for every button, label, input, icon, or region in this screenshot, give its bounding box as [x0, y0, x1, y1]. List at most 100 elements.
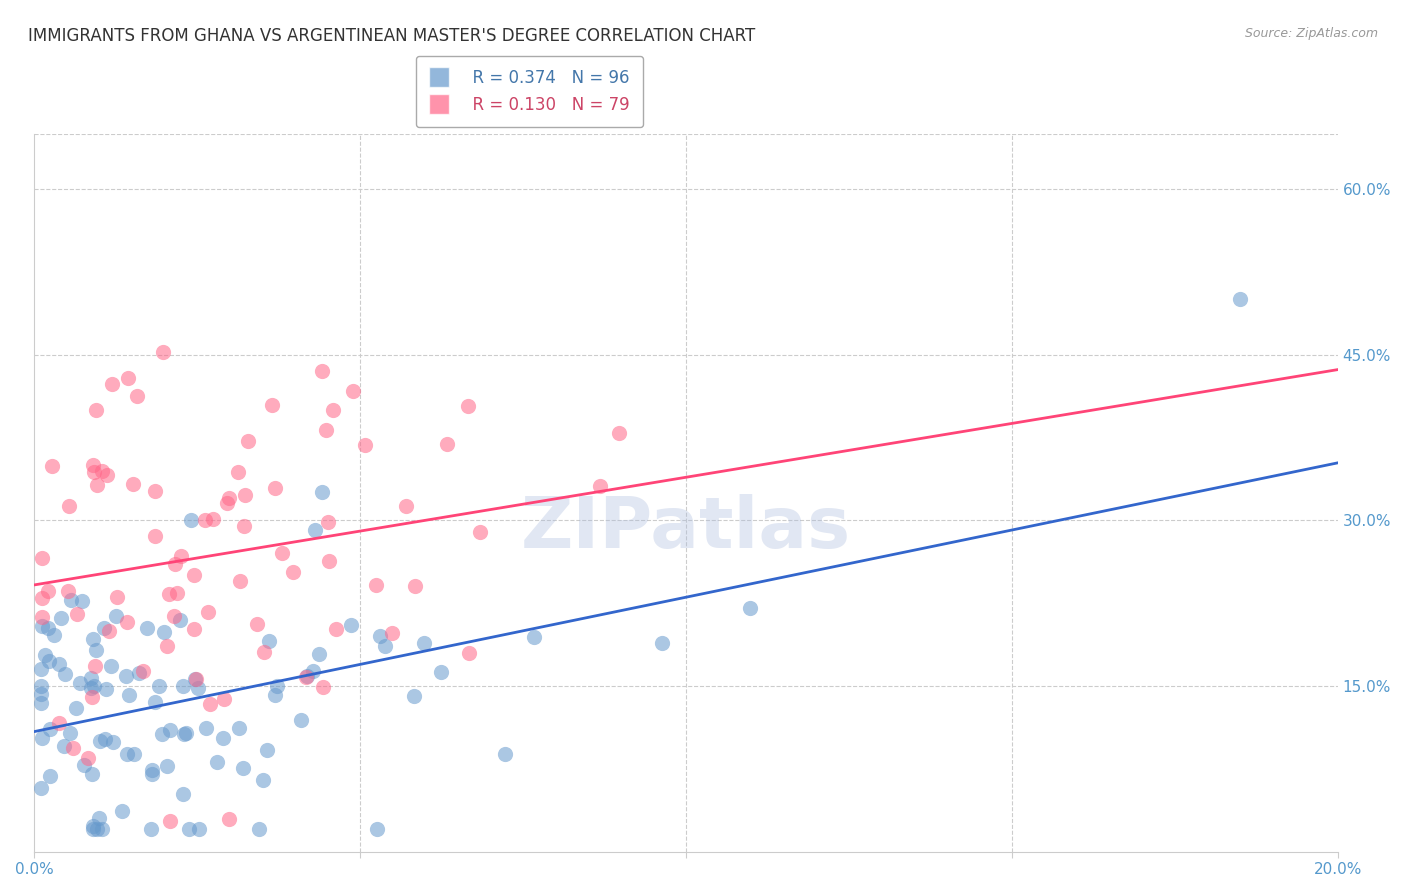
Argentineans [233, 488, 256, 502]
Immigrants from Ghana [30, 687, 52, 701]
Argentineans [325, 622, 347, 636]
Immigrants from Ghana [111, 804, 134, 818]
Argentineans [170, 549, 193, 564]
Argentineans [226, 465, 249, 479]
Immigrants from Ghana [266, 679, 288, 693]
Argentineans [56, 584, 79, 599]
Immigrants from Ghana [73, 758, 96, 772]
Argentineans [82, 458, 104, 472]
Immigrants from Ghana [79, 681, 101, 695]
Argentineans [37, 583, 59, 598]
Immigrants from Ghana [302, 664, 325, 678]
Immigrants from Ghana [263, 688, 285, 702]
Immigrants from Ghana [69, 675, 91, 690]
Argentineans [31, 591, 53, 605]
Immigrants from Ghana [308, 647, 330, 661]
Immigrants from Ghana [82, 822, 104, 837]
Immigrants from Ghana [83, 679, 105, 693]
Immigrants from Ghana [304, 523, 326, 537]
Argentineans [121, 476, 143, 491]
Immigrants from Ghana [152, 625, 174, 640]
Text: Source: ZipAtlas.com: Source: ZipAtlas.com [1244, 27, 1378, 40]
Argentineans [354, 438, 377, 452]
Immigrants from Ghana [187, 681, 209, 695]
Argentineans [98, 624, 121, 638]
Immigrants from Ghana [114, 668, 136, 682]
Text: ZIPatlas: ZIPatlas [522, 494, 851, 563]
Immigrants from Ghana [523, 630, 546, 644]
Immigrants from Ghana [174, 725, 197, 739]
Immigrants from Ghana [249, 822, 271, 837]
Immigrants from Ghana [651, 636, 673, 650]
Argentineans [395, 499, 418, 513]
Immigrants from Ghana [93, 621, 115, 635]
Argentineans [80, 690, 103, 705]
Immigrants from Ghana [366, 822, 388, 837]
Immigrants from Ghana [150, 727, 173, 741]
Argentineans [76, 751, 98, 765]
Argentineans [152, 344, 174, 359]
Immigrants from Ghana [91, 822, 114, 837]
Argentineans [157, 586, 180, 600]
Immigrants from Ghana [295, 669, 318, 683]
Argentineans [90, 464, 112, 478]
Immigrants from Ghana [211, 731, 233, 745]
Argentineans [48, 716, 70, 731]
Immigrants from Ghana [30, 696, 52, 710]
Immigrants from Ghana [368, 629, 391, 643]
Argentineans [318, 516, 340, 530]
Immigrants from Ghana [49, 611, 72, 625]
Immigrants from Ghana [1229, 293, 1251, 307]
Immigrants from Ghana [148, 679, 170, 693]
Argentineans [236, 434, 259, 449]
Argentineans [271, 545, 294, 559]
Immigrants from Ghana [122, 747, 145, 761]
Immigrants from Ghana [159, 723, 181, 737]
Argentineans [318, 554, 340, 568]
Immigrants from Ghana [141, 767, 163, 781]
Argentineans [264, 481, 287, 495]
Argentineans [311, 363, 333, 377]
Immigrants from Ghana [96, 682, 118, 697]
Immigrants from Ghana [59, 726, 82, 740]
Immigrants from Ghana [115, 747, 138, 761]
Argentineans [132, 665, 155, 679]
Immigrants from Ghana [89, 734, 111, 748]
Immigrants from Ghana [128, 666, 150, 681]
Argentineans [201, 512, 224, 526]
Immigrants from Ghana [374, 640, 396, 654]
Immigrants from Ghana [37, 621, 59, 635]
Legend:   R = 0.374   N = 96,   R = 0.130   N = 79: R = 0.374 N = 96, R = 0.130 N = 79 [416, 56, 644, 127]
Immigrants from Ghana [42, 628, 65, 642]
Immigrants from Ghana [177, 822, 200, 837]
Argentineans [143, 529, 166, 543]
Argentineans [342, 384, 364, 398]
Immigrants from Ghana [252, 773, 274, 788]
Argentineans [163, 609, 186, 624]
Immigrants from Ghana [82, 819, 104, 833]
Immigrants from Ghana [48, 657, 70, 672]
Argentineans [283, 565, 305, 579]
Argentineans [468, 524, 491, 539]
Argentineans [31, 609, 53, 624]
Immigrants from Ghana [34, 648, 56, 662]
Immigrants from Ghana [80, 671, 103, 685]
Immigrants from Ghana [404, 689, 426, 703]
Argentineans [117, 371, 139, 385]
Immigrants from Ghana [30, 662, 52, 676]
Immigrants from Ghana [118, 688, 141, 702]
Immigrants from Ghana [311, 484, 333, 499]
Argentineans [197, 605, 219, 619]
Immigrants from Ghana [430, 665, 453, 679]
Argentineans [217, 496, 239, 510]
Argentineans [364, 578, 387, 592]
Immigrants from Ghana [100, 659, 122, 673]
Argentineans [101, 377, 124, 392]
Argentineans [183, 622, 205, 636]
Argentineans [166, 586, 188, 600]
Argentineans [183, 567, 205, 582]
Argentineans [65, 607, 87, 622]
Immigrants from Ghana [188, 822, 211, 837]
Immigrants from Ghana [87, 811, 110, 825]
Argentineans [156, 640, 179, 654]
